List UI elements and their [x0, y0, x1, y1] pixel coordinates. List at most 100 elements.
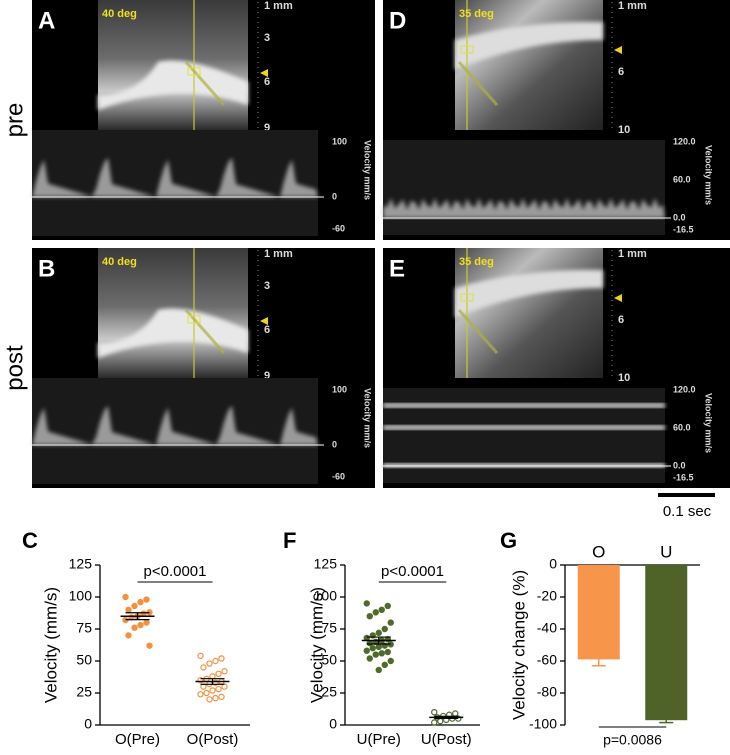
data-point: [384, 648, 391, 656]
y-tick-label: 50: [76, 652, 92, 668]
velocity-tick-label: 0.0: [673, 460, 686, 470]
depth-tick-label: 10: [618, 372, 630, 384]
y-tick-label: -20: [537, 588, 557, 604]
echo-structure: [98, 60, 248, 110]
velocity-tick-label: 60.0: [673, 174, 691, 184]
data-point: [206, 660, 213, 667]
gate-angle: [184, 61, 226, 106]
velocity-tick-label: 120.0: [673, 384, 696, 394]
velocity-tick-label: -16.5: [673, 224, 694, 234]
data-point: [125, 606, 132, 614]
x-tick-label: O(Pre): [115, 731, 160, 748]
depth-tick-label: 6: [618, 66, 624, 78]
data-point: [375, 643, 382, 651]
y-tick-label: 25: [76, 684, 92, 700]
y-tick-label: -40: [537, 620, 557, 636]
y-axis-label: Velocity (mm/s): [307, 587, 326, 703]
velocity-tick-label: 100: [332, 136, 347, 146]
significance-label: p<0.0001: [381, 563, 444, 580]
doppler-strip: [32, 130, 318, 236]
significance-label: p<0.0001: [144, 563, 207, 580]
x-tick-label: O: [592, 542, 605, 561]
data-point: [131, 602, 138, 610]
data-point: [143, 596, 150, 603]
data-point: [363, 600, 370, 607]
depth-tick-label: 1 mm: [618, 248, 647, 260]
echo-image: [455, 0, 603, 130]
data-point: [378, 650, 385, 657]
velocity-tick-label: -60: [332, 223, 345, 233]
depth-tick-label: 6: [264, 324, 270, 336]
data-point: [197, 677, 204, 684]
doppler-band: [383, 425, 665, 430]
data-point: [137, 621, 144, 629]
focus-marker: [260, 317, 268, 325]
depth-tick-label: 1 mm: [264, 248, 293, 260]
data-point: [381, 661, 388, 669]
data-point: [375, 629, 382, 637]
velocity-tick-label: 0: [332, 191, 337, 201]
data-point: [143, 619, 150, 626]
y-tick-label: 100: [69, 588, 93, 604]
data-point: [372, 651, 379, 658]
echo-structure: [455, 269, 603, 318]
echo-structure: [98, 308, 248, 358]
velocity-axis-label: Velocity mm/s: [363, 140, 373, 200]
data-point: [209, 687, 216, 694]
y-tick-label: 125: [69, 556, 93, 572]
data-point: [369, 645, 376, 652]
echo-image: [455, 248, 603, 378]
data-point: [363, 647, 370, 654]
significance-label: p=0.0086: [603, 732, 662, 748]
angle-label: 40 deg: [102, 8, 137, 20]
velocity-axis-label: Velocity mm/s: [704, 145, 714, 205]
panel-letter: F: [283, 528, 296, 553]
data-point: [221, 668, 228, 675]
data-point: [218, 693, 225, 701]
angle-label: 40 deg: [102, 256, 137, 268]
x-tick-label: U: [660, 542, 672, 561]
data-point: [381, 625, 388, 633]
doppler-strip: [32, 378, 318, 484]
y-tick-label: 75: [321, 620, 337, 636]
depth-tick-label: 6: [618, 314, 624, 326]
y-tick-label: 100: [314, 588, 338, 604]
data-point: [212, 694, 219, 702]
data-point: [372, 609, 379, 616]
y-axis-label: Velocity (mm/s): [41, 587, 60, 703]
data-point: [137, 598, 144, 606]
doppler-band: [383, 403, 665, 408]
x-tick-label: U(Post): [421, 731, 472, 748]
data-point: [215, 685, 222, 693]
bar: [577, 565, 620, 660]
data-point: [215, 670, 222, 678]
y-tick-label: 125: [314, 556, 338, 572]
angle-label: 35 deg: [459, 8, 494, 20]
depth-tick-label: 9: [264, 370, 270, 382]
focus-marker: [260, 69, 268, 77]
depth-tick-label: 1 mm: [618, 0, 647, 12]
scale-bar-label: 0.1 sec: [663, 503, 712, 520]
velocity-tick-label: -16.5: [673, 472, 694, 482]
depth-tick-label: 10: [618, 124, 630, 136]
panel-letter: G: [500, 528, 517, 553]
data-point: [431, 719, 438, 726]
velocity-tick-label: -60: [332, 471, 345, 481]
y-tick-label: 75: [76, 620, 92, 636]
gate-angle: [184, 309, 226, 354]
data-point: [366, 613, 373, 620]
depth-tick-label: 9: [264, 122, 270, 134]
row-label: pre: [1, 103, 28, 138]
focus-marker: [614, 294, 622, 302]
y-tick-label: 0: [549, 556, 557, 572]
focus-marker: [614, 46, 622, 54]
y-tick-label: -60: [537, 652, 557, 668]
data-point: [197, 652, 204, 660]
velocity-tick-label: 0.0: [673, 212, 686, 222]
velocity-tick-label: 120.0: [673, 136, 696, 146]
y-tick-label: -100: [529, 716, 557, 732]
panel-letter: C: [22, 528, 38, 553]
gate-angle: [457, 309, 499, 354]
data-point: [197, 691, 204, 698]
